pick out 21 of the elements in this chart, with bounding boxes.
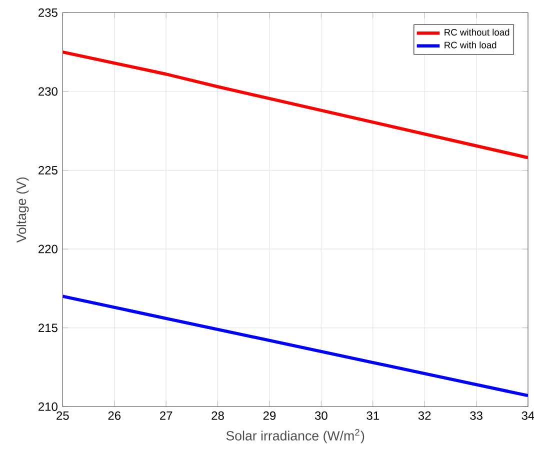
x-tick-label: 29 (263, 411, 276, 420)
x-tick-label: 27 (160, 411, 172, 420)
x-tick-label: 33 (470, 411, 482, 420)
x-tick-label: 34 (522, 411, 534, 420)
x-tick-label: 30 (314, 411, 328, 420)
y-tick-label: 220 (38, 244, 58, 254)
y-tick-label: 210 (38, 402, 58, 411)
x-tick-label: 31 (366, 411, 379, 420)
x-tick-label: 32 (418, 411, 431, 420)
legend-label: RC with load (444, 42, 496, 48)
y-tick-label: 215 (38, 324, 58, 332)
legend-label: RC without load (444, 28, 510, 36)
line-series (62, 294, 528, 398)
y-tick-label: 230 (38, 87, 58, 96)
y-axis-title: Voltage (V) (16, 178, 29, 243)
y-tick-label: 235 (38, 8, 58, 17)
y-tick-label: 225 (38, 166, 58, 175)
x-tick-label: 28 (212, 411, 224, 420)
x-tick-label: 26 (108, 411, 121, 420)
x-axis-title: Solar irradiance (W/m$^{2}$) (226, 429, 364, 444)
x-tick-label: 25 (56, 411, 69, 420)
